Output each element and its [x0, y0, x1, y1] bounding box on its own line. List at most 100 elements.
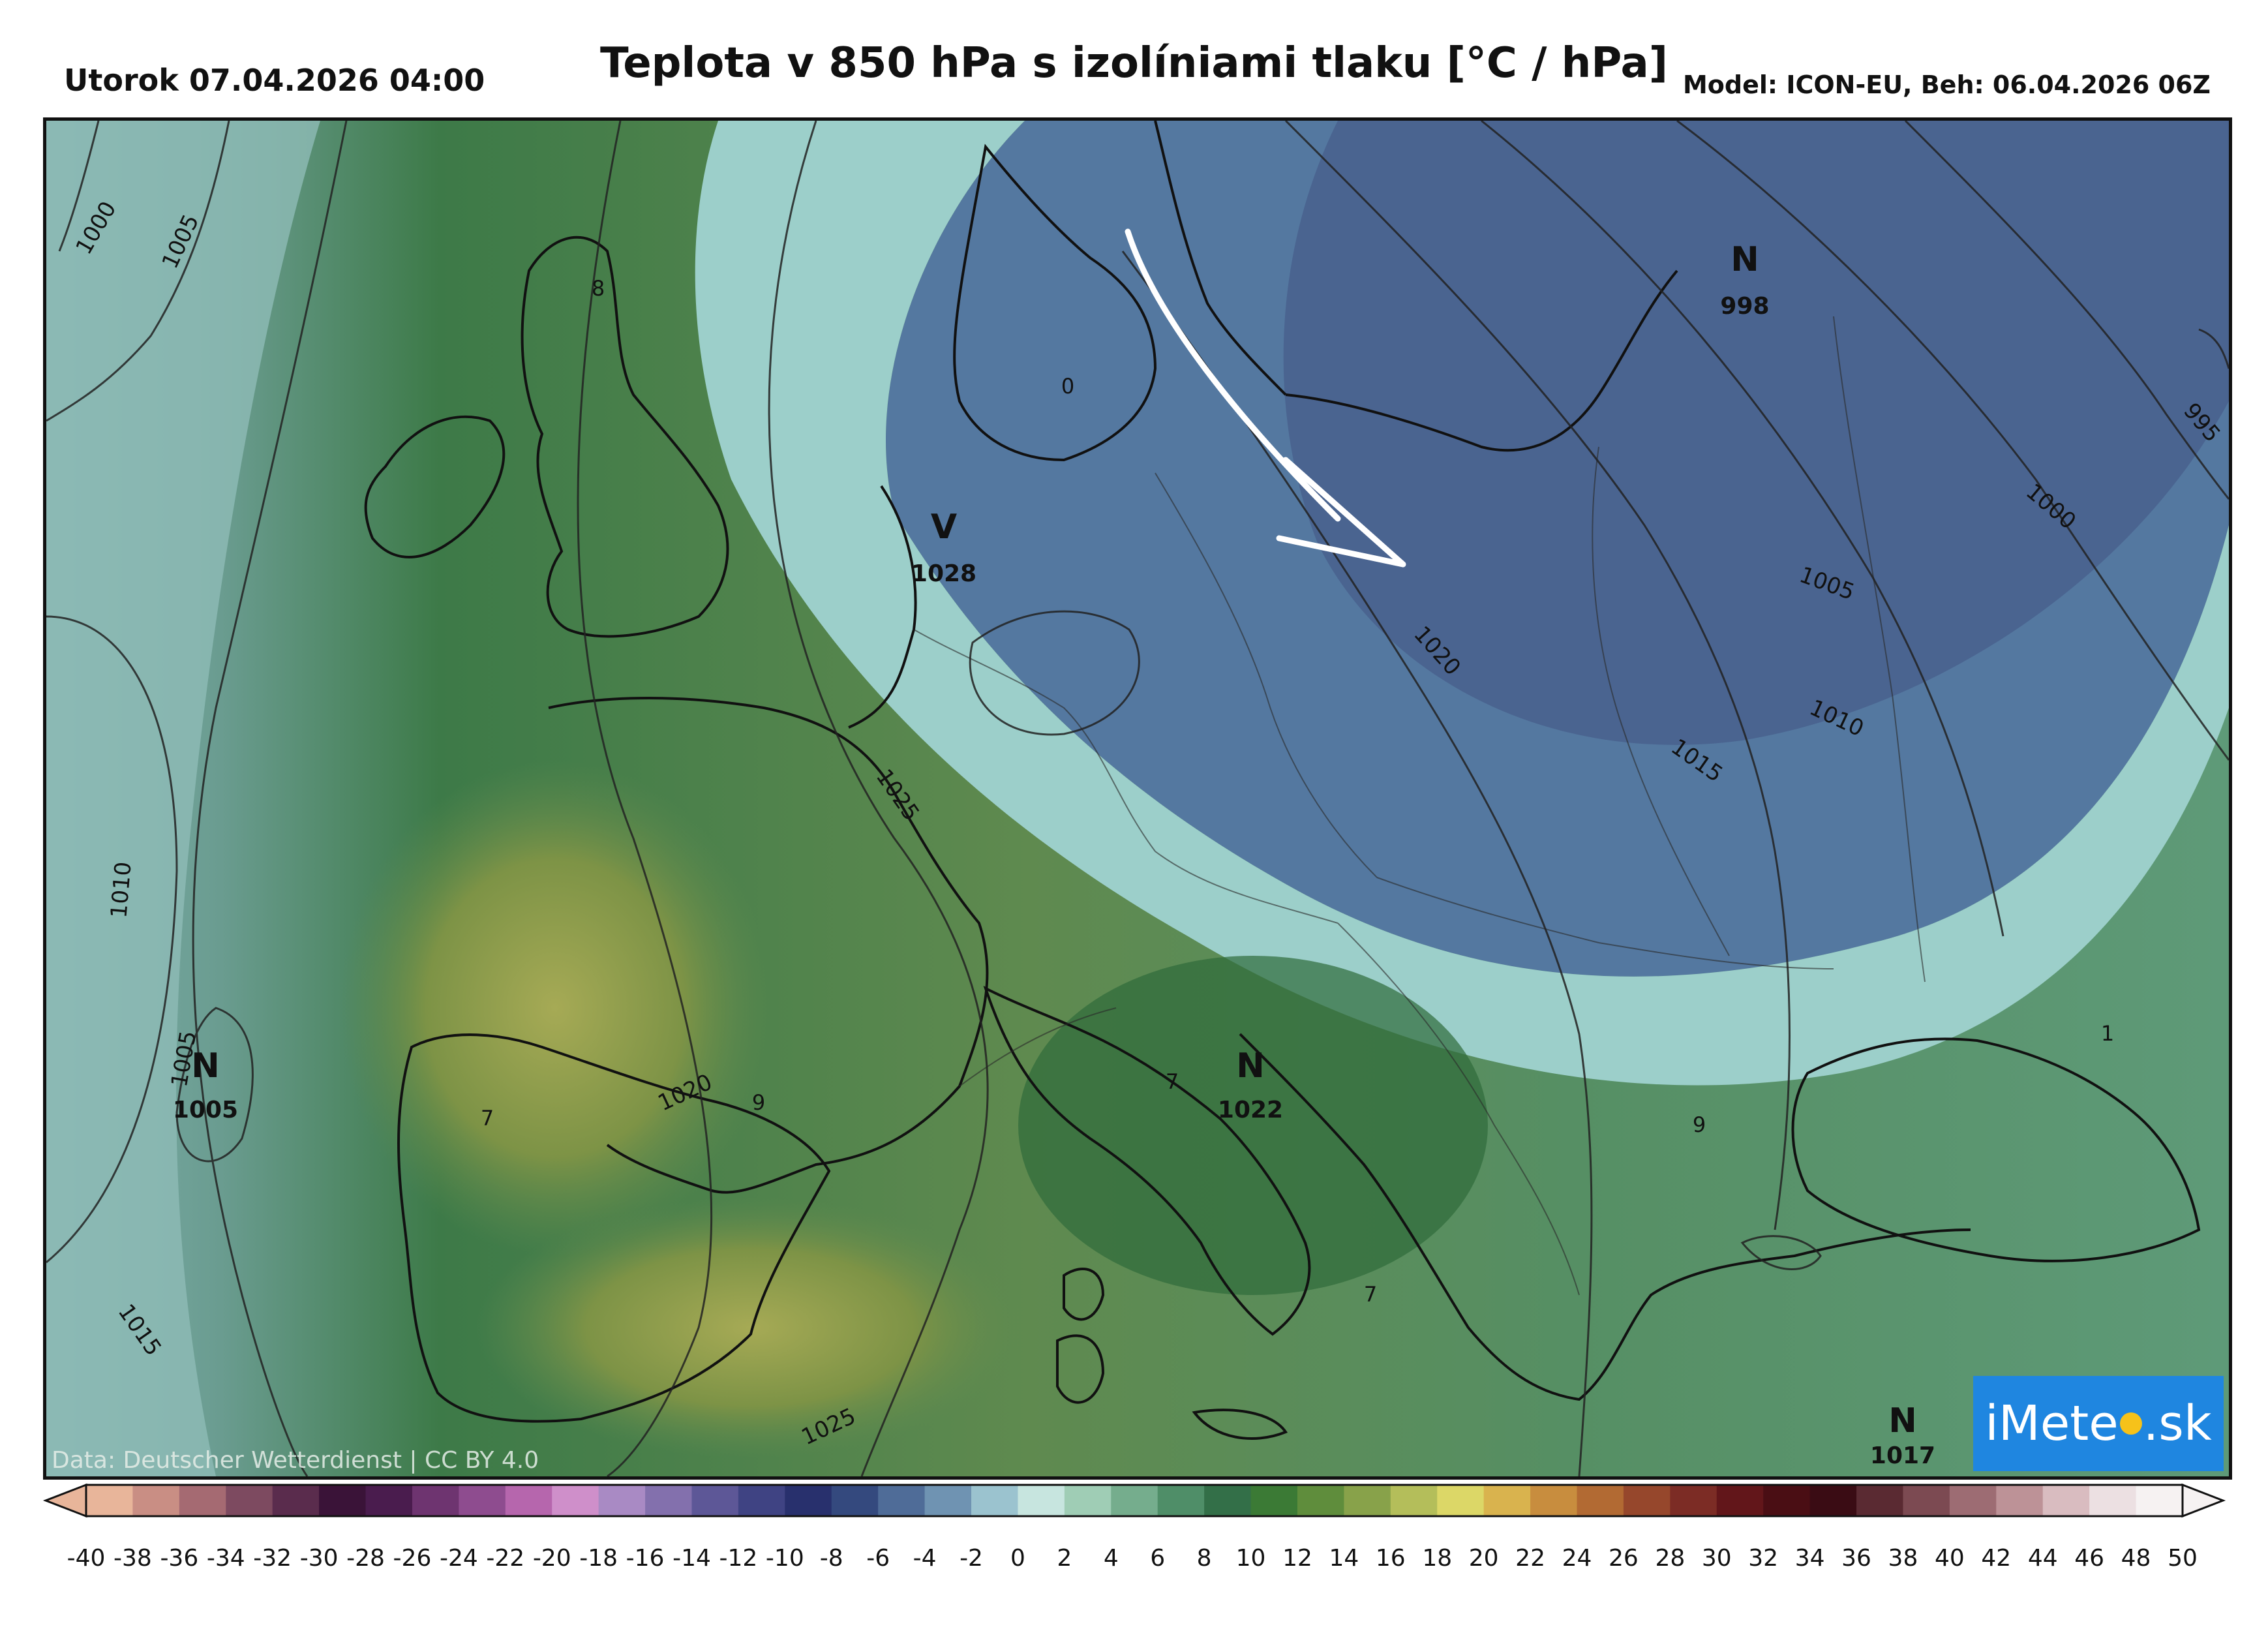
- scale-cell: [132, 1485, 180, 1516]
- color-scale-labels: -40 -38 -36 -34 -32 -30 -28 -26 -24 -22 -20 -18 -16-…: [67, 1545, 2198, 1572]
- scale-tick-label: 18: [1422, 1545, 1452, 1572]
- scale-tick-label: 26: [1609, 1545, 1639, 1572]
- scale-tick-label: 42: [1981, 1545, 2011, 1572]
- scale-tick-label: 44: [2028, 1545, 2058, 1572]
- scale-tick-label: -2: [960, 1545, 983, 1572]
- scale-tick-label: -22: [486, 1545, 524, 1572]
- scale-tick-label: 12: [1282, 1545, 1312, 1572]
- temp-label: 7: [481, 1106, 494, 1131]
- low-center-value: 1017: [1870, 1442, 1935, 1469]
- scale-cell: [86, 1485, 133, 1516]
- scale-tick-label: 40: [1935, 1545, 1965, 1572]
- scale-tick-label: -4: [913, 1545, 937, 1572]
- scale-tick-label: 0: [1010, 1545, 1025, 1572]
- isobars: [46, 121, 2229, 1476]
- high-center-value: 1028: [911, 560, 976, 587]
- scale-cell: [1018, 1485, 1065, 1516]
- scale-tick-label: 16: [1376, 1545, 1406, 1572]
- scale-tick-label: 2: [1057, 1545, 1072, 1572]
- temp-label: 7: [1364, 1282, 1377, 1307]
- scale-cell: [1856, 1485, 1903, 1516]
- temperature-labels: 8 0 7 9 7 7 9 1: [481, 276, 2114, 1307]
- temp-label: 9: [752, 1090, 765, 1115]
- britain-coast: [521, 236, 729, 638]
- scale-tick-label: -14: [673, 1545, 711, 1572]
- scale-tick-label: 36: [1841, 1545, 1871, 1572]
- scale-tick-label: -8: [820, 1545, 843, 1572]
- color-scale: -40 -38 -36 -34 -32 -30 -28 -26 -24 -22 -20 -18 -16-…: [42, 1483, 2226, 1572]
- low-center-value: 998: [1720, 293, 1769, 320]
- scale-cell: [1344, 1485, 1391, 1516]
- scale-tick-label: 4: [1104, 1545, 1119, 1572]
- scale-tick-label: 46: [2074, 1545, 2104, 1572]
- scale-cell: [1809, 1485, 1857, 1516]
- temperature-map: V 1028 N 998 N 1005 N 1022 N 1017 1000 1…: [43, 117, 2232, 1480]
- sun-icon: [2119, 1412, 2142, 1435]
- scale-cell: [1390, 1485, 1438, 1516]
- flow-arrow: [1125, 228, 1406, 568]
- scale-cell: [1623, 1485, 1671, 1516]
- borders: [913, 316, 1926, 1296]
- scale-tick-label: 24: [1562, 1545, 1592, 1572]
- scale-cell: [1064, 1485, 1111, 1516]
- temp-label: 0: [1061, 374, 1074, 399]
- balkans-coast: [1239, 1033, 1971, 1401]
- scale-min-arrow: [42, 1483, 87, 1518]
- western-band: [46, 121, 320, 1476]
- map-canvas: V 1028 N 998 N 1005 N 1022 N 1017 1000 1…: [46, 121, 2229, 1476]
- header: Utorok 07.04.2026 04:00 Teplota v 850 hP…: [0, 0, 2268, 117]
- scale-tick-label: 10: [1236, 1545, 1266, 1572]
- temp-label: 7: [1166, 1069, 1179, 1094]
- scale-cell: [1157, 1485, 1205, 1516]
- scale-cell: [1530, 1485, 1578, 1516]
- mild-central: [1018, 956, 1488, 1295]
- pressure-centers: V 1028 N 998 N 1005 N 1022 N 1017: [173, 240, 1935, 1469]
- scale-tick-label: 14: [1329, 1545, 1359, 1572]
- temp-label: 1: [2101, 1021, 2114, 1046]
- scale-tick-label: 32: [1748, 1545, 1778, 1572]
- scale-cell: [831, 1485, 879, 1516]
- scale-cell: [552, 1485, 599, 1516]
- ireland-coast: [364, 415, 506, 558]
- scale-tick-label: -32: [253, 1545, 292, 1572]
- scale-cell: [1763, 1485, 1811, 1516]
- scale-tick-label: 22: [1515, 1545, 1545, 1572]
- scale-cell: [971, 1485, 1018, 1516]
- scale-cell: [226, 1485, 273, 1516]
- scale-cell: [505, 1485, 552, 1516]
- low-center-letter: N: [1236, 1046, 1265, 1086]
- scale-tick-label: -12: [719, 1545, 758, 1572]
- scale-tick-label: -30: [300, 1545, 339, 1572]
- scale-cell: [1250, 1485, 1298, 1516]
- scale-cell: [1111, 1485, 1158, 1516]
- scale-cell: [1670, 1485, 1717, 1516]
- isobar-label: 1010: [106, 861, 136, 919]
- scale-cell: [1297, 1485, 1344, 1516]
- valid-date: Utorok 07.04.2026 04:00: [64, 63, 485, 98]
- map-title: Teplota v 850 hPa s izolíniami tlaku [°C…: [600, 39, 1668, 87]
- baltic-coast: [1285, 269, 1678, 452]
- scale-tick-label: -36: [160, 1545, 198, 1572]
- denmark-coast: [953, 144, 1157, 462]
- scale-tick-label: -40: [67, 1545, 106, 1572]
- sicily-coast: [1192, 1409, 1288, 1440]
- scale-tick-label: -20: [533, 1545, 571, 1572]
- low-center-value: 1005: [173, 1097, 238, 1123]
- imeteo-logo[interactable]: iMete .sk: [1973, 1376, 2224, 1471]
- scale-tick-label: 20: [1469, 1545, 1499, 1572]
- scale-cell: [2042, 1485, 2090, 1516]
- iberia-coast: [397, 1033, 831, 1423]
- model-run: Model: ICON-EU, Beh: 06.04.2026 06Z: [1682, 70, 2211, 99]
- scale-cell: [1903, 1485, 1950, 1516]
- sardinia-coast: [1056, 1334, 1105, 1404]
- scale-cell: [1577, 1485, 1624, 1516]
- scale-tick-label: -38: [113, 1545, 152, 1572]
- transition-zone: [695, 121, 2229, 1086]
- color-scale-cells: [42, 1483, 2226, 1518]
- black-sea-coast: [1791, 1037, 2201, 1262]
- cold-core: [1283, 121, 2229, 745]
- scale-cell: [645, 1485, 692, 1516]
- scale-tick-label: -34: [207, 1545, 245, 1572]
- logo-text-right: .sk: [2143, 1395, 2212, 1452]
- high-center-letter: V: [931, 508, 957, 547]
